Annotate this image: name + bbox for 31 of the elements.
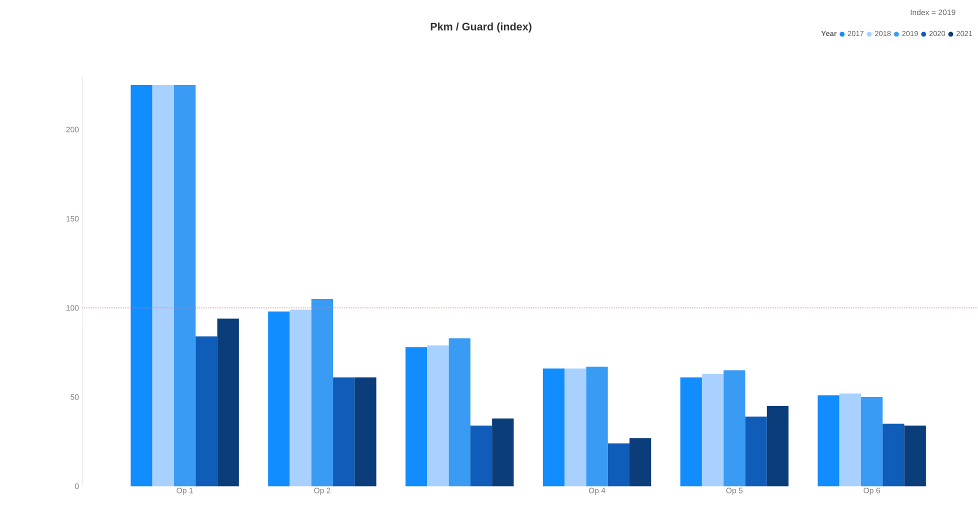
- bar: [586, 366, 608, 486]
- bar: [196, 336, 218, 486]
- bar: [904, 425, 926, 486]
- bar: [448, 338, 470, 486]
- bar: [152, 84, 174, 486]
- bar: [542, 368, 565, 486]
- bar: [839, 393, 861, 486]
- bar: [745, 416, 767, 486]
- bar: [470, 425, 492, 486]
- bar: [130, 84, 152, 486]
- bar: [564, 368, 586, 486]
- bar: [492, 418, 514, 486]
- bar: [333, 377, 355, 486]
- bar: [702, 374, 724, 486]
- bar: [217, 318, 239, 486]
- bar: [860, 396, 883, 486]
- bar: [174, 84, 196, 486]
- bar: [311, 298, 334, 486]
- bar: [427, 345, 449, 486]
- bar: [724, 370, 746, 486]
- bar: [290, 310, 312, 486]
- chart-title: Pkm / Guard (index): [430, 22, 532, 32]
- bar: [882, 424, 904, 486]
- bar: [629, 438, 652, 486]
- bar: [818, 395, 840, 486]
- bar: [406, 346, 428, 486]
- bar: [680, 377, 702, 486]
- bar: [608, 443, 630, 486]
- bar: [268, 311, 290, 486]
- bar: [766, 406, 789, 486]
- bar: [354, 377, 376, 486]
